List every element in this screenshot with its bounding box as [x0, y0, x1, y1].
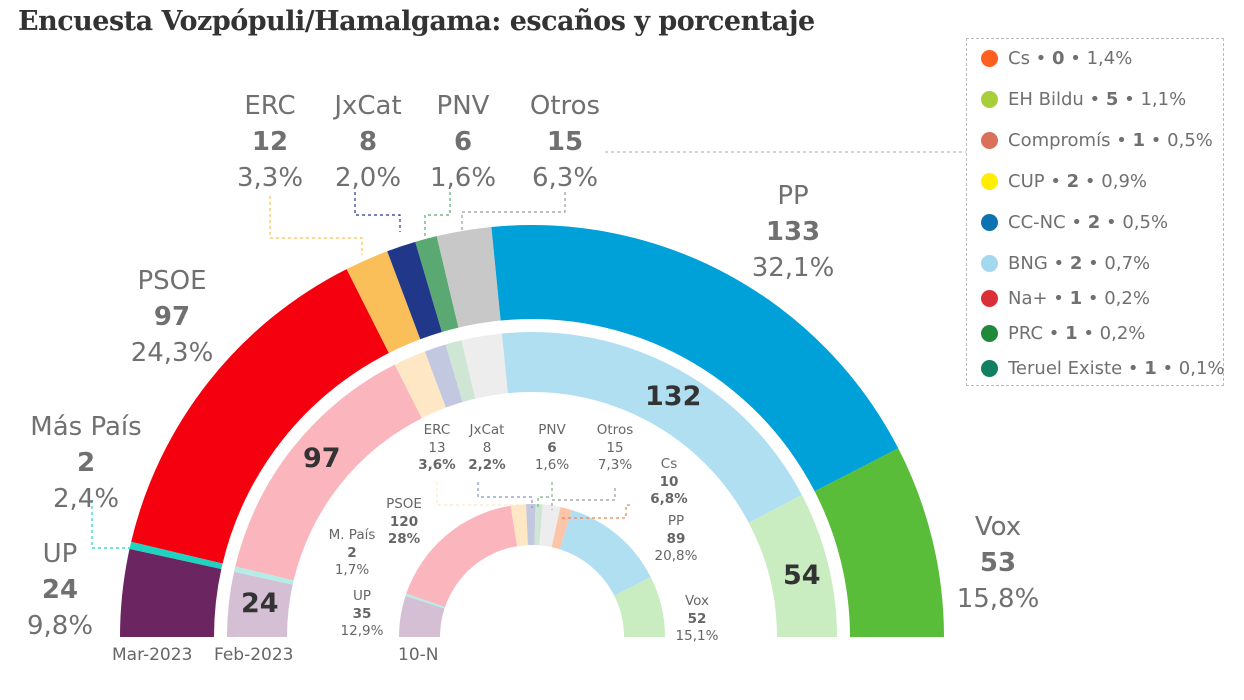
legend-item: Na+ • 1 • 0,2% — [981, 288, 1150, 309]
label-pp-feb: 132 — [645, 381, 702, 412]
label-up: UP 24 9,8% — [26, 539, 94, 641]
label-pnv: PNV 6 1,6% — [429, 91, 497, 193]
label-psoe: PSOE 97 24,3% — [130, 266, 214, 368]
legend-dot-icon — [981, 91, 998, 108]
legend-dot-icon — [981, 255, 998, 272]
label-vox: Vox 53 15,8% — [956, 512, 1040, 614]
legend-dot-icon — [981, 325, 998, 342]
arc-feb-2023-psoe — [235, 364, 422, 581]
label-pp: PP 133 32,1% — [751, 181, 835, 283]
leader-line-jxcat — [354, 192, 401, 232]
arc-mar-2023-vox — [814, 448, 944, 637]
legend-dot-icon — [981, 132, 998, 149]
legend-item: PRC • 1 • 0,2% — [981, 323, 1145, 344]
arc-feb-2023-vox — [748, 494, 837, 637]
arc-feb-2023-up — [227, 571, 293, 637]
legend-text: BNG • 2 • 0,7% — [1008, 253, 1151, 274]
leader-line-otros-10n — [551, 488, 616, 510]
arc-10-n-vox — [614, 577, 665, 637]
label-mas-pais: Más País 2 2,4% — [30, 412, 142, 514]
arc-10-n-más-país — [405, 593, 446, 609]
legend-dot-icon — [981, 360, 998, 377]
legend-item: CC-NC • 2 • 0,5% — [981, 212, 1168, 233]
legend-text: CC-NC • 2 • 0,5% — [1008, 212, 1169, 233]
legend-item: BNG • 2 • 0,7% — [981, 253, 1150, 274]
legend-text: EH Bildu • 5 • 1,1% — [1008, 89, 1187, 110]
arc-10-n-cs — [551, 507, 572, 550]
label-mas-pais-10n: M. País 2 1,7% — [328, 527, 376, 578]
legend-text: CUP • 2 • 0,9% — [1008, 171, 1147, 192]
ring-label-10n: 10-N — [398, 645, 439, 665]
arc-mar-2023-más-país — [129, 541, 223, 570]
legend-otros: Cs • 0 • 1,4% EH Bildu • 5 • 1,1% Compromí… — [966, 38, 1225, 386]
chart-title: Encuesta Vozpópuli/Hamalgama: escaños y … — [18, 6, 815, 37]
label-up-10n: UP 35 12,9% — [340, 588, 384, 639]
legend-text: Cs • 0 • 1,4% — [1008, 48, 1133, 69]
label-otros-10n: Otros 15 7,3% — [596, 422, 634, 473]
arc-feb-2023-jxcat — [424, 344, 463, 408]
label-erc-10n: ERC 13 3,6% — [418, 422, 456, 473]
legend-dot-icon — [981, 50, 998, 67]
legend-item: Cs • 0 • 1,4% — [981, 48, 1132, 69]
arc-feb-2023-otros — [461, 333, 508, 399]
arc-mar-2023-up — [120, 548, 222, 637]
legend-text: Teruel Existe • 1 • 0,1% — [1008, 358, 1225, 379]
leader-line-erc — [269, 196, 363, 255]
ring-label-mar-2023: Mar-2023 — [112, 645, 193, 665]
leader-line-pnv — [424, 192, 451, 236]
legend-text: Na+ • 1 • 0,2% — [1008, 288, 1150, 309]
arc-10-n-up — [399, 595, 445, 637]
legend-item: Compromís • 1 • 0,5% — [981, 130, 1213, 151]
legend-text: Compromís • 1 • 0,5% — [1008, 130, 1213, 151]
label-pnv-10n: PNV 6 1,6% — [534, 422, 570, 473]
arc-10-n-erc — [510, 504, 528, 547]
label-otros: Otros 15 6,3% — [529, 91, 601, 193]
arc-10-n-pp — [559, 510, 651, 596]
leader-line-otros — [461, 192, 566, 232]
legend-item: Teruel Existe • 1 • 0,1% — [981, 358, 1225, 379]
arc-mar-2023-psoe — [131, 269, 389, 564]
arc-mar-2023-pnv — [415, 236, 459, 333]
label-psoe-feb: 97 — [303, 443, 341, 474]
arc-feb-2023-más-país — [234, 566, 294, 585]
label-erc: ERC 12 3,3% — [236, 91, 304, 193]
label-jxcat: JxCat 8 2,0% — [334, 91, 402, 193]
arc-10-n-pnv — [534, 504, 543, 546]
label-cs-10n: Cs 10 6,8% — [650, 456, 688, 507]
arc-10-n-psoe — [406, 505, 518, 608]
arc-mar-2023-erc — [346, 251, 421, 354]
label-vox-feb: 54 — [783, 560, 821, 591]
label-pp-10n: PP 89 20,8% — [654, 513, 698, 564]
ring-label-feb-2023: Feb-2023 — [214, 645, 294, 665]
leader-line-pnv-10n — [537, 482, 553, 508]
arc-mar-2023-pp — [491, 225, 899, 492]
arc-10-n-otros — [539, 504, 561, 548]
label-psoe-10n: PSOE 120 28% — [386, 496, 422, 547]
label-up-feb: 24 — [241, 588, 279, 619]
leader-line-cs-10n — [560, 504, 630, 519]
leader-line-jxcat-10n — [477, 482, 533, 508]
legend-item: EH Bildu • 5 • 1,1% — [981, 89, 1186, 110]
arc-feb-2023-pp — [501, 331, 802, 523]
label-vox-10n: Vox 52 15,1% — [675, 593, 719, 644]
legend-dot-icon — [981, 290, 998, 307]
legend-dot-icon — [981, 214, 998, 231]
arc-feb-2023-pnv — [445, 340, 476, 403]
arc-10-n-jxcat — [526, 504, 536, 546]
arc-feb-2023-erc — [394, 351, 446, 419]
leader-lines — [91, 151, 966, 549]
arc-mar-2023-jxcat — [387, 241, 442, 340]
leader-line-erc-10n — [436, 482, 521, 512]
legend-item: CUP • 2 • 0,9% — [981, 171, 1147, 192]
arc-mar-2023-otros — [436, 227, 501, 328]
legend-text: PRC • 1 • 0,2% — [1008, 323, 1146, 344]
leader-line-maspais — [91, 500, 132, 549]
label-jxcat-10n: JxCat 8 2,2% — [468, 422, 506, 473]
legend-dot-icon — [981, 173, 998, 190]
